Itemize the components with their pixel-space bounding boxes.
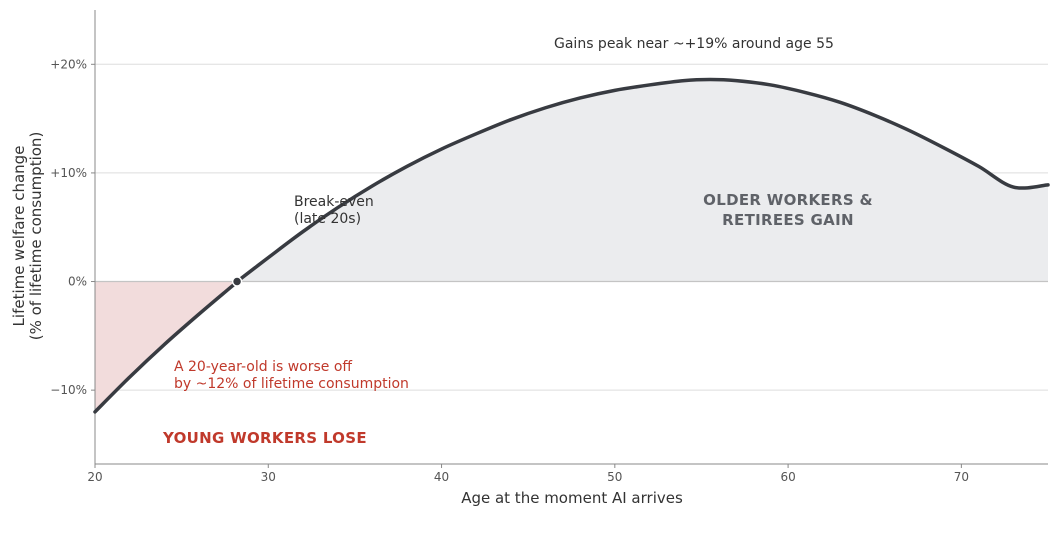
y-tick-label: −10%	[50, 383, 87, 397]
x-tick-label: 60	[780, 470, 795, 484]
gain-label-line2: RETIREES GAIN	[722, 211, 854, 229]
y-tick-label: +20%	[50, 57, 87, 71]
y-tick-label: 0%	[68, 275, 87, 289]
break-even-label-line2: (late 20s)	[294, 211, 361, 227]
y-axis-ticks: −10% 0% +10% +20%	[50, 57, 95, 397]
peak-annotation: Gains peak near ~+19% around age 55	[554, 36, 834, 52]
lose-label: YOUNG WORKERS LOSE	[162, 429, 367, 447]
gain-area	[237, 79, 1049, 282]
break-even-label-line1: Break-even	[294, 194, 374, 210]
x-axis-ticks: 20 30 40 50 60 70	[87, 464, 969, 484]
y-tick-label: +10%	[50, 166, 87, 180]
loss-area	[95, 281, 238, 412]
x-tick-label: 50	[607, 470, 622, 484]
worse-off-label-line2: by ~12% of lifetime consumption	[174, 376, 409, 392]
worse-off-label-line1: A 20-year-old is worse off	[174, 359, 352, 375]
break-even-point	[231, 276, 243, 287]
gain-label-line1: OLDER WORKERS &	[703, 191, 873, 209]
x-tick-label: 30	[261, 470, 276, 484]
x-tick-label: 40	[434, 470, 449, 484]
y-axis-title-line1: Lifetime welfare change	[10, 146, 28, 327]
x-tick-label: 70	[954, 470, 969, 484]
y-axis-title-line2: (% of lifetime consumption)	[27, 132, 45, 341]
x-axis-title: Age at the moment AI arrives	[461, 489, 683, 507]
x-tick-label: 20	[87, 470, 102, 484]
